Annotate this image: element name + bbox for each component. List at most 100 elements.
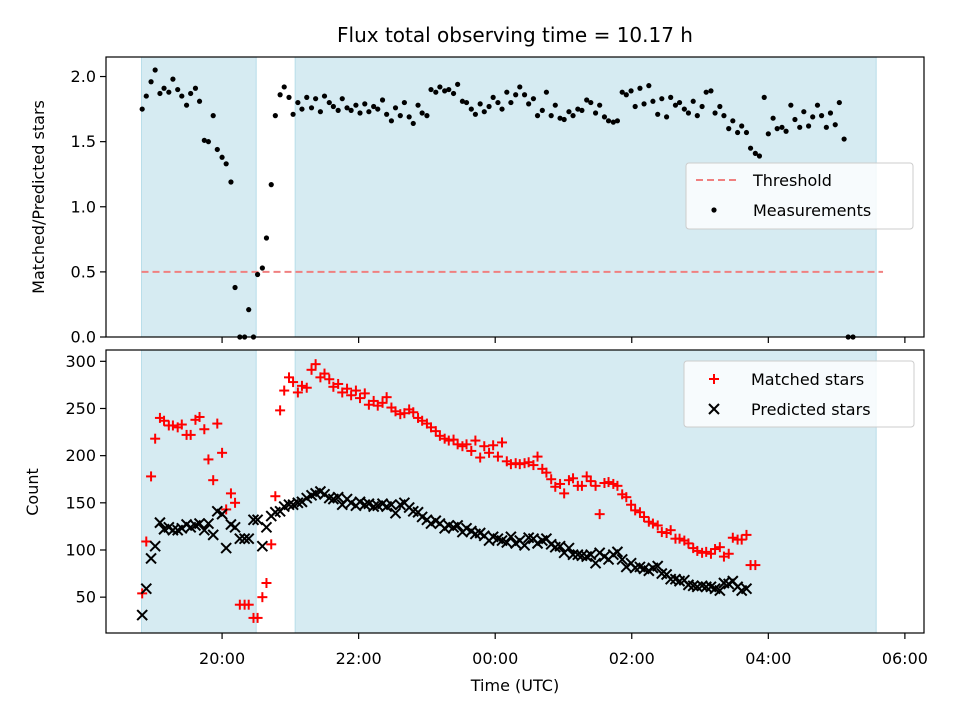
matched-star-point (692, 545, 703, 556)
matched-star-point (652, 520, 663, 531)
measurement-point (530, 96, 537, 102)
bottom-y-tick-label: 100 (65, 540, 96, 559)
measurement-point (463, 99, 470, 106)
measurement-point (694, 113, 700, 119)
measurement-point (663, 114, 670, 120)
measurement-point (290, 111, 296, 117)
measurement-point (584, 97, 590, 103)
matched-star-point (750, 560, 761, 571)
matched-star-point (546, 474, 557, 485)
legend-measurements-label: Measurements (753, 201, 871, 220)
matched-star-point (736, 534, 747, 545)
top-y-tick-label: 0.5 (71, 262, 96, 281)
matched-star-point (674, 533, 685, 544)
bottom-y-axis-label: Count (23, 468, 42, 516)
predicted-star-point (740, 582, 753, 595)
matched-star-point (568, 473, 579, 484)
legend-measurements-swatch (711, 207, 717, 213)
x-tick-label: 02:00 (609, 649, 655, 668)
measurement-point (730, 118, 736, 124)
predicted-star-point (198, 524, 211, 536)
measurement-point (401, 99, 407, 106)
matched-star-point (212, 418, 223, 429)
measurement-point (610, 119, 616, 125)
measurement-point (517, 84, 523, 90)
measurement-point (362, 101, 368, 107)
measurement-point (223, 161, 229, 167)
measurement-point (756, 153, 763, 159)
matched-star-point (621, 492, 632, 503)
measurement-point (157, 90, 163, 97)
matched-star-point (270, 491, 281, 502)
predicted-star-point (229, 521, 241, 534)
predicted-star-point (136, 609, 148, 621)
measurement-point (308, 105, 315, 111)
matched-star-point (217, 447, 228, 458)
measurement-point (481, 109, 487, 115)
measurement-point (672, 102, 679, 108)
measurement-point (472, 111, 478, 117)
matched-star-point (208, 475, 219, 486)
measurement-point (646, 83, 652, 89)
measurement-point (783, 128, 789, 134)
measurement-point (335, 107, 341, 113)
bottom-y-tick-label: 150 (65, 493, 96, 512)
measurement-point (685, 110, 692, 116)
predicted-star-point (154, 516, 166, 529)
matched-star-point (630, 505, 641, 516)
predicted-star-point (140, 582, 152, 595)
measurement-point (557, 115, 563, 121)
measurement-point (428, 86, 434, 93)
matched-star-point (408, 407, 419, 418)
measurement-point (521, 92, 528, 98)
matched-star-point (701, 546, 712, 557)
legend-predicted-marker (708, 403, 720, 415)
measurement-point (734, 129, 741, 136)
measurement-point (508, 99, 514, 106)
matched-star-point (590, 480, 601, 491)
predicted-star-point (651, 560, 664, 572)
measurement-point (788, 102, 794, 108)
measurement-point (210, 113, 216, 119)
predicted-star-point (611, 546, 624, 558)
matched-star-point (266, 539, 277, 550)
bottom-y-axis: 50 100 150 200 250 300 (65, 352, 106, 607)
predicted-star-point (238, 532, 251, 545)
measurement-point (526, 101, 532, 107)
matched-star-point (497, 437, 508, 448)
measurement-point (388, 118, 395, 124)
measurement-point (406, 114, 412, 120)
matched-star-point (532, 451, 543, 462)
measurement-point (286, 94, 292, 100)
top-legend-box (685, 162, 914, 230)
matched-star-point (647, 518, 658, 529)
matched-star-point (559, 488, 570, 499)
measurement-point (410, 120, 416, 127)
measurement-point (752, 150, 758, 156)
predicted-star-point (572, 548, 584, 561)
measurement-point (486, 103, 492, 110)
matched-star-point (479, 441, 490, 452)
measurement-point (392, 105, 399, 111)
predicted-star-point (260, 521, 273, 534)
matched-star-point (683, 538, 694, 549)
measurement-point (827, 110, 834, 116)
measurement-point (263, 235, 270, 241)
measurement-point (450, 90, 457, 97)
measurement-point (743, 129, 750, 136)
measurement-point (344, 105, 350, 111)
bottom-x-axis: 20:00 22:00 00:00 02:00 04:00 06:00 (199, 633, 928, 668)
measurement-point (205, 139, 212, 145)
measurement-point (588, 99, 594, 106)
measurement-point (201, 137, 207, 143)
x-tick-label: 04:00 (745, 649, 791, 668)
matched-star-point (203, 454, 214, 465)
measurement-point (490, 94, 496, 100)
matched-star-point (594, 509, 605, 520)
matched-star-point (306, 364, 317, 375)
matched-star-point (141, 536, 152, 547)
x-tick-label: 06:00 (882, 649, 928, 668)
measurement-point (637, 85, 643, 91)
measurement-point (690, 98, 696, 104)
bottom-y-tick-label: 200 (65, 446, 96, 465)
